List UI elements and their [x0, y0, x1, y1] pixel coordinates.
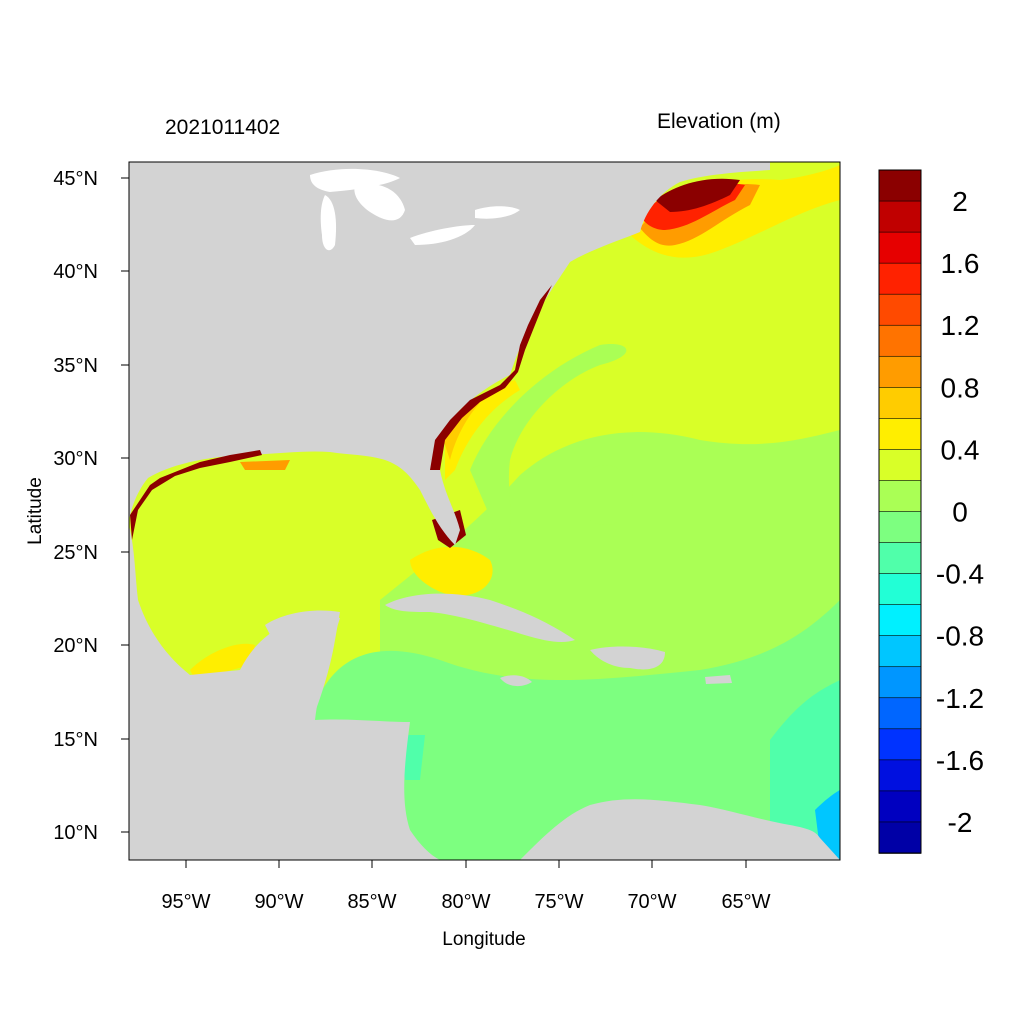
- lake-michigan: [320, 195, 337, 251]
- y-tick-label: 15°N: [53, 729, 98, 751]
- lake-superior: [310, 168, 400, 192]
- colorbar-label: 0.8: [941, 372, 980, 403]
- colorbar-box: [878, 542, 922, 575]
- map-frame: [128, 161, 841, 861]
- colorbar-box: [878, 169, 922, 202]
- colorbar-box: [878, 449, 922, 482]
- north-america-land: [129, 162, 770, 545]
- x-axis-label: Longitude: [442, 929, 525, 950]
- x-tick-label: 80°W: [441, 891, 490, 913]
- colorbar-label: 0.4: [941, 434, 980, 465]
- y-tick-label: 25°N: [53, 542, 98, 564]
- florida-straits-surge: [410, 546, 493, 596]
- atlantic-coast-surge-fringe: [430, 285, 552, 470]
- x-tick-label: 95°W: [161, 891, 210, 913]
- colorbar-label: -1.2: [936, 683, 984, 714]
- colorbar-box: [878, 511, 922, 544]
- colorbar-box: [878, 728, 922, 761]
- colorbar-box: [878, 635, 922, 668]
- colorbar-boxes: [878, 169, 922, 854]
- colorbar-box: [878, 418, 922, 451]
- colorbar-label: 0: [952, 497, 968, 528]
- lake-ontario: [475, 206, 520, 219]
- map-panel: [129, 162, 840, 860]
- atlantic-zero-band: [470, 344, 627, 540]
- colorbar-frame: [878, 169, 922, 854]
- lake-erie: [410, 225, 475, 245]
- southeast-coast-surge-inner: [440, 395, 485, 460]
- jamaica-land: [500, 675, 532, 687]
- caribbean-negative-region: [310, 600, 840, 860]
- colorbar-label: 1.6: [941, 248, 980, 279]
- colorbar-label: -0.8: [936, 621, 984, 652]
- colorbar-box: [878, 324, 922, 358]
- colorbar-box: [878, 262, 922, 295]
- cuba-land: [385, 593, 575, 643]
- y-tick-label: 40°N: [53, 261, 98, 283]
- y-tick-label: 20°N: [53, 635, 98, 657]
- y-tick-label: 10°N: [53, 822, 98, 844]
- colorbar-box: [878, 231, 922, 264]
- x-tick-label: 85°W: [347, 891, 396, 913]
- colorbar-label: 2: [952, 186, 968, 217]
- south-america-land: [520, 799, 840, 860]
- x-tick-label: 65°W: [721, 891, 770, 913]
- y-tick-label: 35°N: [53, 355, 98, 377]
- colorbar-label: -0.4: [936, 559, 984, 590]
- northeast-surge-max: [655, 178, 740, 212]
- yucatan-land: [265, 610, 340, 720]
- colorbar-label: -1.6: [936, 745, 984, 776]
- colorbar-box: [878, 790, 922, 823]
- colorbar-box: [878, 355, 922, 389]
- colorbar-box: [878, 573, 922, 606]
- colorbar-box: [878, 200, 922, 233]
- mexico-central-america-land: [129, 525, 440, 860]
- x-axis: 95°W 90°W 85°W 80°W 75°W 70°W 65°W Longi…: [161, 860, 771, 950]
- y-tick-label: 30°N: [53, 448, 98, 470]
- colorbar-label: 1.2: [941, 310, 980, 341]
- hispaniola-land: [590, 646, 665, 670]
- colorbar-labels: 2 1.6 1.2 0.8 0.4 0 -0.4 -0.8 -1.2 -1.6 -2: [936, 186, 984, 838]
- colorbar-box: [878, 480, 922, 513]
- colorbar-label: -2: [948, 807, 973, 838]
- colorbar: 2 1.6 1.2 0.8 0.4 0 -0.4 -0.8 -1.2 -1.6 -2: [878, 169, 984, 854]
- date-label: 2021011402: [165, 116, 280, 139]
- y-axis: 45°N 40°N 35°N 30°N 25°N 20°N 15°N 10°N …: [25, 168, 129, 844]
- colorbar-box: [878, 604, 922, 637]
- colorbar-box: [878, 697, 922, 730]
- campeche-surge: [190, 643, 255, 680]
- colorbar-box: [878, 821, 922, 854]
- y-tick-label: 45°N: [53, 168, 98, 190]
- x-tick-label: 70°W: [627, 891, 676, 913]
- gulf-coast-surge: [240, 460, 290, 470]
- atlantic-zero-eddy: [577, 465, 633, 525]
- gulf-coast-surge-fringe: [130, 450, 262, 540]
- colorbar-box: [878, 666, 922, 699]
- x-tick-label: 75°W: [534, 891, 583, 913]
- colorbar-box: [878, 387, 922, 420]
- puerto-rico-land: [705, 675, 732, 684]
- colorbar-box: [878, 759, 922, 792]
- lake-huron: [354, 183, 405, 221]
- variable-label: Elevation (m): [657, 110, 781, 133]
- colorbar-box: [878, 293, 922, 327]
- y-axis-label: Latitude: [25, 477, 46, 545]
- x-tick-label: 90°W: [254, 891, 303, 913]
